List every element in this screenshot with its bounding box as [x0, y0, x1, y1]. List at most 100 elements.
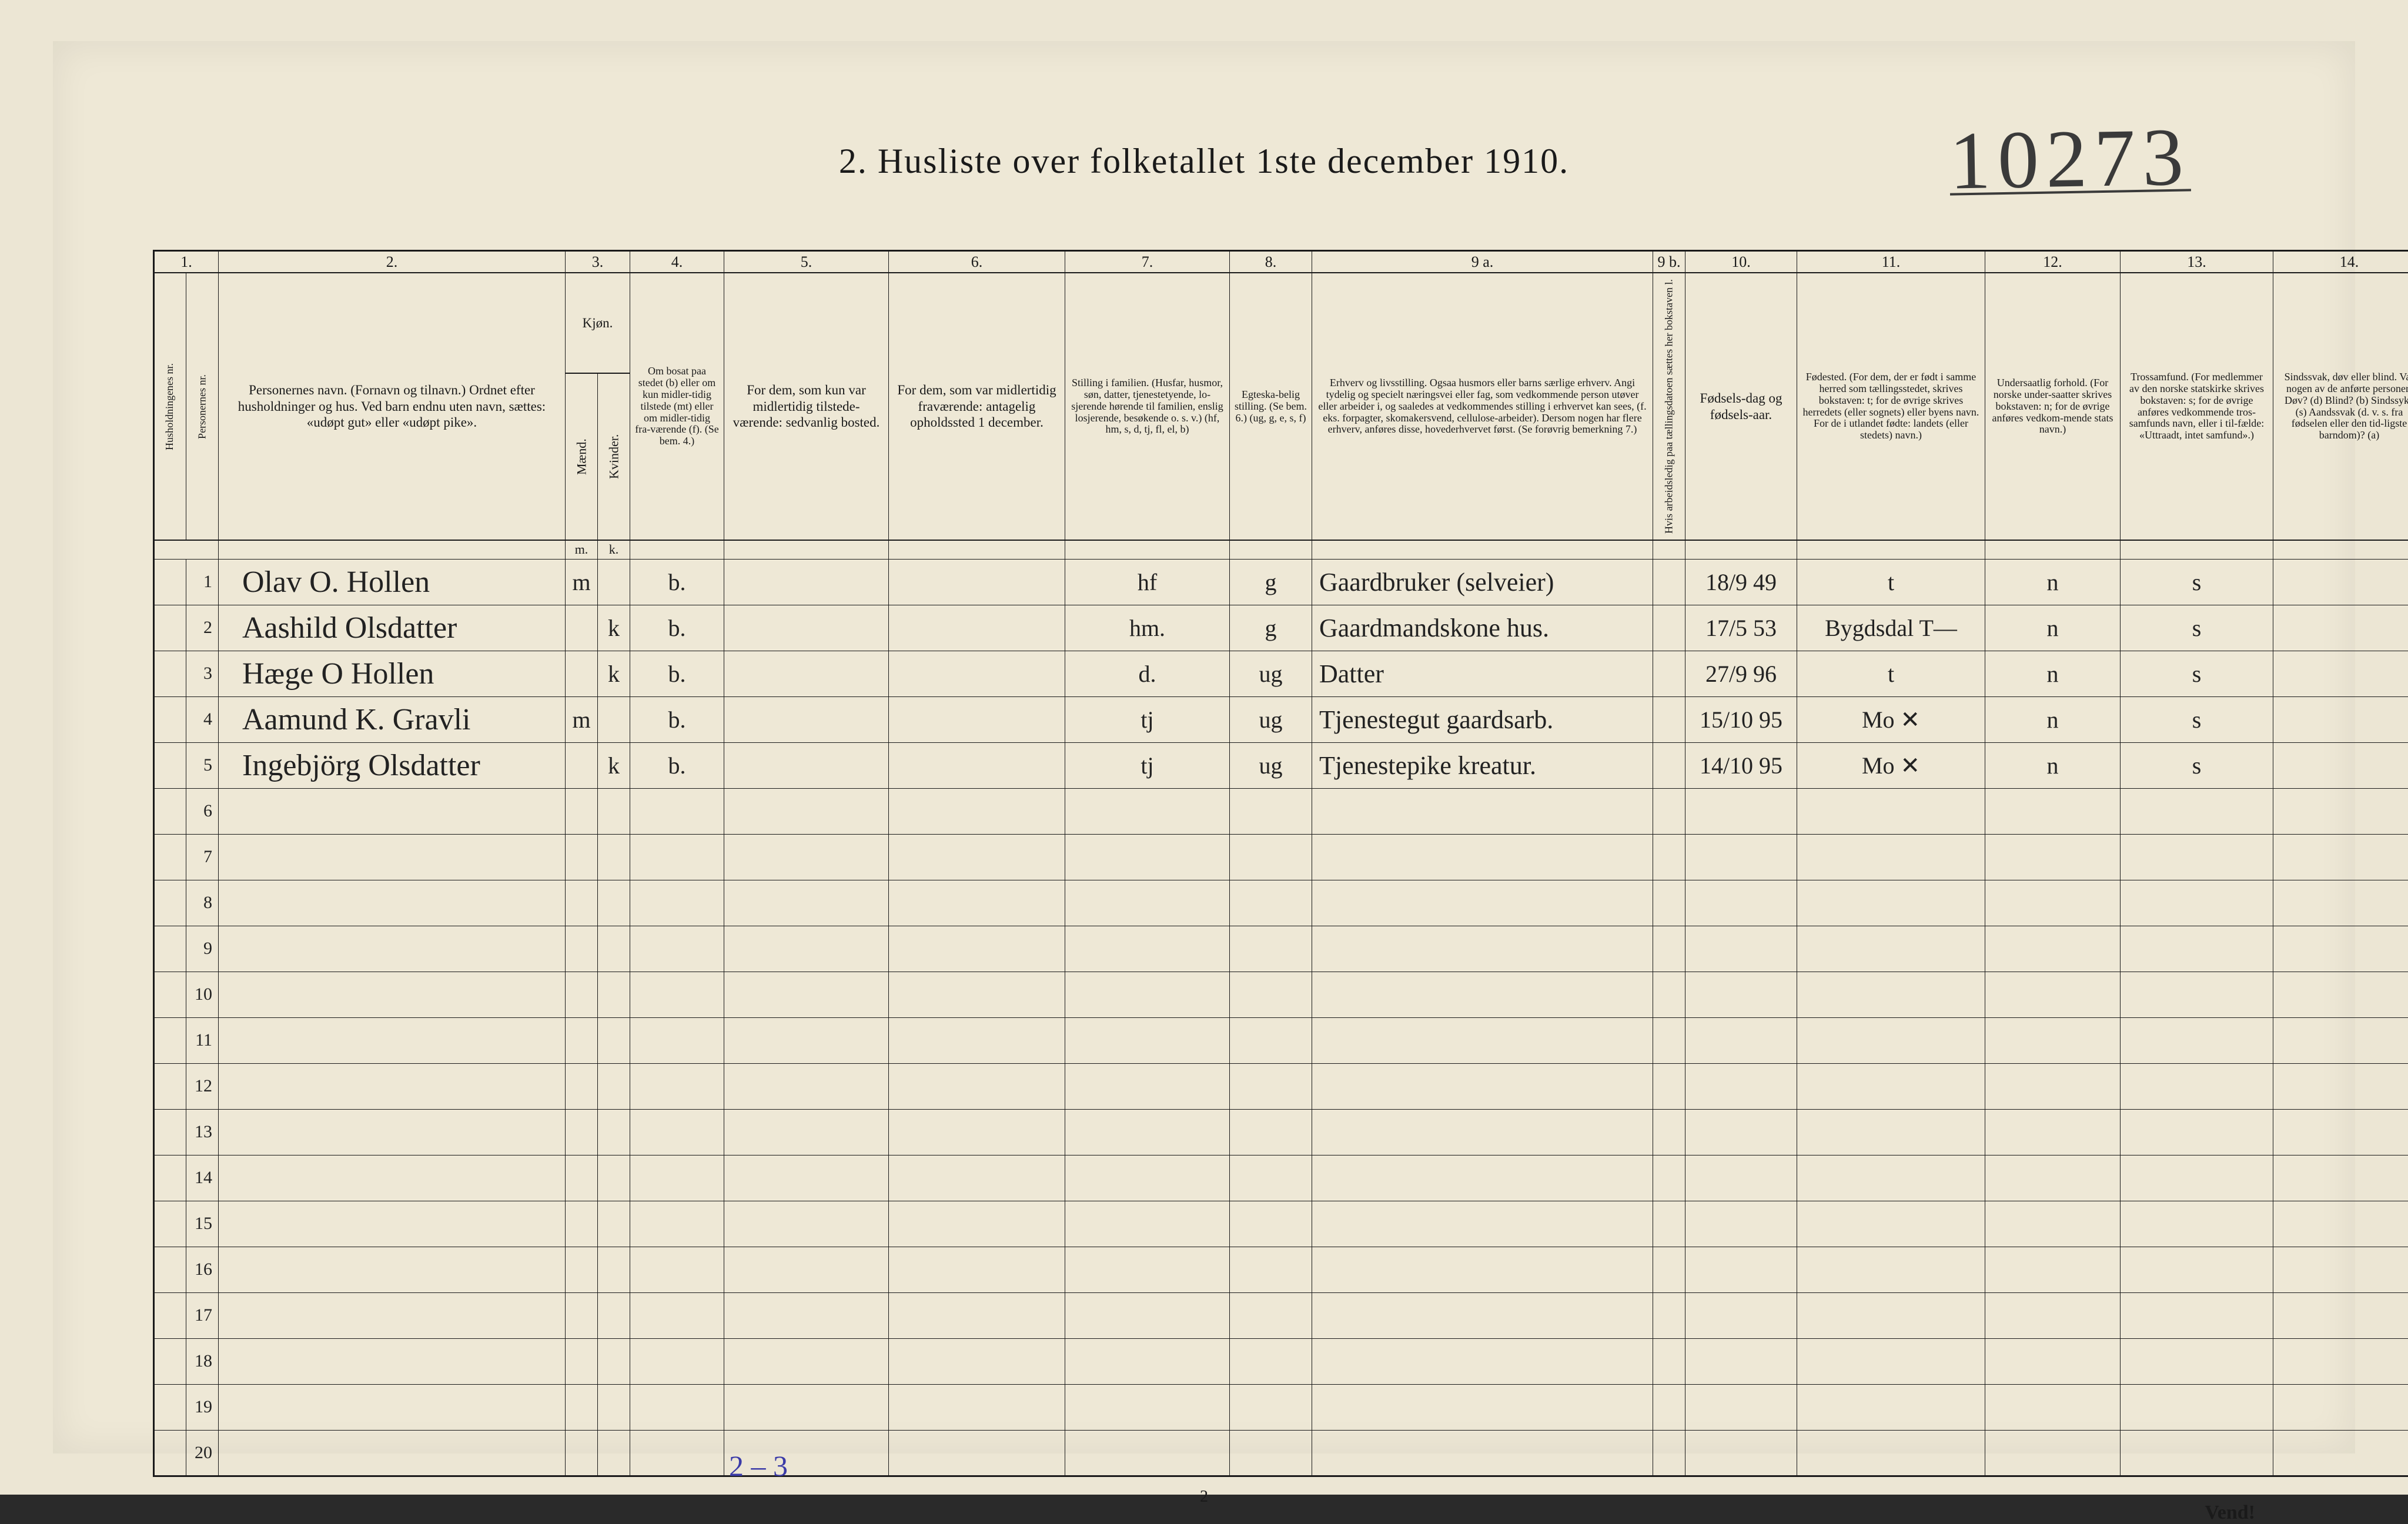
cell-stilling: tj [1065, 742, 1230, 788]
cell-c6 [889, 1017, 1065, 1063]
cell-sex-k [598, 834, 630, 880]
cell-stilling [1065, 1247, 1230, 1292]
cell-l [1653, 1017, 1685, 1063]
cell-egte: ug [1230, 742, 1312, 788]
cell-stilling: tj [1065, 696, 1230, 742]
cell-blank [154, 1109, 186, 1155]
table-row: 7 [154, 834, 2408, 880]
cell-egte: ug [1230, 651, 1312, 696]
cell-tros: s [2121, 651, 2273, 696]
header-marital: Egteska-belig stilling. (Se bem. 6.) (ug… [1230, 273, 1312, 540]
cell-c14 [2273, 1247, 2408, 1292]
blank [1685, 540, 1797, 559]
cell-erhverv [1312, 1201, 1653, 1247]
cell-egte [1230, 1155, 1312, 1201]
cell-c14 [2273, 559, 2408, 605]
cell-sex-m [566, 1384, 598, 1430]
cell-stilling [1065, 880, 1230, 926]
cell-tros [2121, 1338, 2273, 1384]
cell-fdato [1685, 972, 1797, 1017]
cell-c14 [2273, 1063, 2408, 1109]
cell-sex-k: k [598, 742, 630, 788]
cell-c6 [889, 1201, 1065, 1247]
cell-name [219, 972, 566, 1017]
cell-fdato [1685, 1155, 1797, 1201]
cell-residence [630, 972, 724, 1017]
cell-name: Aamund K. Gravli [219, 696, 566, 742]
cell-fdato [1685, 788, 1797, 834]
cell-c5 [724, 1338, 889, 1384]
cell-rownum: 5 [186, 742, 219, 788]
cell-c5 [724, 651, 889, 696]
cell-stilling [1065, 1430, 1230, 1476]
table-row: 3Hæge O Hollenkb.d.ugDatter27/9 96tns [154, 651, 2408, 696]
cell-tros [2121, 880, 2273, 926]
cell-under [1985, 788, 2121, 834]
cell-tros [2121, 926, 2273, 972]
cell-c14 [2273, 1292, 2408, 1338]
cell-sex-k [598, 696, 630, 742]
cell-sex-m [566, 1155, 598, 1201]
cell-l [1653, 651, 1685, 696]
cell-fsted: t [1797, 559, 1985, 605]
cell-fdato [1685, 1338, 1797, 1384]
cell-c6 [889, 559, 1065, 605]
cell-name [219, 1430, 566, 1476]
cell-residence: b. [630, 605, 724, 651]
cell-tros: s [2121, 696, 2273, 742]
cell-egte [1230, 1384, 1312, 1430]
cell-name: Olav O. Hollen [219, 559, 566, 605]
cell-egte [1230, 1292, 1312, 1338]
cell-fdato [1685, 834, 1797, 880]
cell-c5 [724, 1063, 889, 1109]
colnum-10: 10. [1685, 251, 1797, 273]
cell-blank [154, 1384, 186, 1430]
cell-fsted [1797, 1109, 1985, 1155]
colnum-13: 13. [2121, 251, 2273, 273]
cell-blank [154, 972, 186, 1017]
cell-c5 [724, 880, 889, 926]
cell-l [1653, 1247, 1685, 1292]
colnum-1: 1. [154, 251, 219, 273]
cell-fsted: Mo ✕ [1797, 696, 1985, 742]
cell-under [1985, 1430, 2121, 1476]
cell-tros: s [2121, 605, 2273, 651]
cell-rownum: 15 [186, 1201, 219, 1247]
cell-fsted [1797, 1292, 1985, 1338]
cell-sex-k [598, 788, 630, 834]
table-row: 11 [154, 1017, 2408, 1063]
cell-tros [2121, 1017, 2273, 1063]
cell-sex-m [566, 1017, 598, 1063]
cell-residence: b. [630, 696, 724, 742]
cell-blank [154, 926, 186, 972]
table-row: 5Ingebjörg Olsdatterkb.tjugTjenestepike … [154, 742, 2408, 788]
cell-name [219, 1292, 566, 1338]
cell-under: n [1985, 605, 2121, 651]
cell-c5 [724, 1292, 889, 1338]
cell-sex-k [598, 1109, 630, 1155]
cell-blank [154, 834, 186, 880]
cell-name [219, 1063, 566, 1109]
header-religion: Trossamfund. (For medlemmer av den norsk… [2121, 273, 2273, 540]
cell-rownum: 1 [186, 559, 219, 605]
cell-c6 [889, 788, 1065, 834]
header-male: Mænd. [566, 373, 598, 540]
cell-sex-k [598, 926, 630, 972]
cell-under [1985, 834, 2121, 880]
cell-c5 [724, 1384, 889, 1430]
cell-l [1653, 1292, 1685, 1338]
cell-sex-m [566, 1247, 598, 1292]
cell-stilling: hm. [1065, 605, 1230, 651]
cell-tros: s [2121, 742, 2273, 788]
cell-rownum: 9 [186, 926, 219, 972]
cell-erhverv: Tjenestegut gaardsarb. [1312, 696, 1653, 742]
cell-l [1653, 696, 1685, 742]
cell-fsted [1797, 1063, 1985, 1109]
cell-egte: g [1230, 605, 1312, 651]
cell-under [1985, 1063, 2121, 1109]
cell-blank [154, 605, 186, 651]
cell-residence [630, 1155, 724, 1201]
cell-fsted [1797, 880, 1985, 926]
cell-erhverv: Gaardbruker (selveier) [1312, 559, 1653, 605]
colnum-11: 11. [1797, 251, 1985, 273]
